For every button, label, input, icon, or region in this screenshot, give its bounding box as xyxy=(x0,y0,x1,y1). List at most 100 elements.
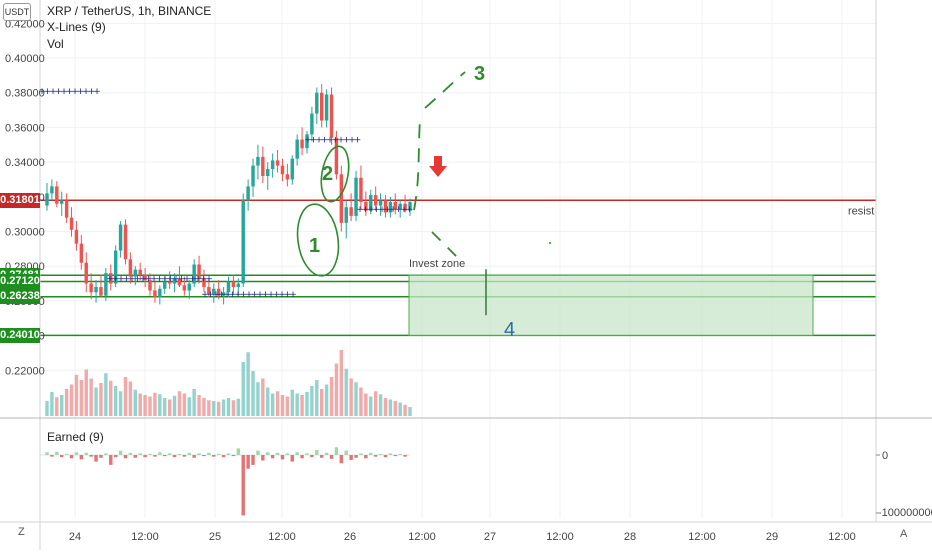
candle-body xyxy=(241,200,245,284)
down-arrow-icon xyxy=(429,156,447,177)
earned-bar xyxy=(310,455,314,458)
volume-bar xyxy=(369,396,373,416)
candle-body xyxy=(158,288,162,298)
candle-body xyxy=(128,259,133,277)
candle-body xyxy=(403,203,407,211)
volume-bar xyxy=(212,401,216,416)
earned-bar xyxy=(329,455,334,459)
candle-body xyxy=(378,200,383,206)
earned-bar xyxy=(378,453,383,455)
candle-body xyxy=(138,269,142,275)
x-line-marker: + xyxy=(194,274,202,284)
x-line-marker: + xyxy=(373,205,381,215)
volume-bar xyxy=(403,404,407,416)
candle-body xyxy=(295,139,299,159)
zoom-toggle[interactable]: Z xyxy=(18,526,25,538)
symbol-title[interactable]: XRP / TetherUS, 1h, BINANCE xyxy=(47,4,212,18)
candle-body xyxy=(246,186,250,201)
earned-bar xyxy=(79,455,84,460)
candle-body xyxy=(148,280,152,291)
candle-body xyxy=(324,94,329,121)
volume-bar xyxy=(398,402,402,416)
earned-bar xyxy=(339,455,344,464)
x-line-marker: + xyxy=(139,274,147,284)
volume-bar xyxy=(261,378,265,416)
currency-badge[interactable]: USDT xyxy=(3,3,31,21)
volume-bar xyxy=(45,401,49,416)
x-line-marker: + xyxy=(49,87,57,97)
wave-3-label: 3 xyxy=(474,63,485,85)
earned-bar xyxy=(123,455,128,459)
candle-body xyxy=(226,281,231,293)
candle-body xyxy=(192,264,196,284)
earned-bar xyxy=(221,455,226,458)
candle-body xyxy=(187,283,191,291)
earned-bar xyxy=(182,455,187,457)
candle-body xyxy=(354,177,358,216)
earned-bar xyxy=(202,455,206,457)
earned-bar xyxy=(305,453,309,455)
indicator-xlines[interactable]: X-Lines (9) xyxy=(47,20,106,34)
indicator-earned[interactable]: Earned (9) xyxy=(47,430,104,444)
x-line-marker: + xyxy=(337,136,345,146)
x-line-marker: + xyxy=(106,274,114,284)
x-line-marker: + xyxy=(304,136,312,146)
wave-4-label: 4 xyxy=(504,319,515,341)
volume-bar xyxy=(231,400,236,416)
x-line-marker: + xyxy=(356,205,364,215)
candle-body xyxy=(94,287,98,293)
auto-scale-toggle[interactable]: A xyxy=(900,528,908,540)
volume-bar xyxy=(192,389,196,416)
y-tick-label: 0.42000 xyxy=(5,18,45,30)
candle-body xyxy=(236,283,241,288)
volume-bar xyxy=(329,377,334,416)
x-line-marker: + xyxy=(172,274,180,284)
volume-bar xyxy=(50,392,54,416)
y-tick-label: 0.34000 xyxy=(5,157,45,169)
earned-bar xyxy=(319,455,324,458)
earned-tick-min: -100000000 xyxy=(878,507,932,519)
x-line-marker: + xyxy=(38,87,46,97)
earned-bar xyxy=(270,455,275,459)
earned-bar xyxy=(261,455,265,461)
candle-body xyxy=(388,202,393,213)
earned-bar xyxy=(275,452,280,455)
x-tick-label: 12:00 xyxy=(546,531,574,543)
candle-body xyxy=(133,269,138,277)
earned-bar xyxy=(94,455,98,462)
earned-bar xyxy=(69,455,74,459)
earned-bar xyxy=(163,455,167,457)
candle-body xyxy=(221,292,226,296)
volume-bar xyxy=(153,392,157,416)
volume-bar xyxy=(344,368,348,416)
earned-bars xyxy=(40,447,410,516)
x-line-marker: + xyxy=(77,87,85,97)
earned-bar xyxy=(369,452,373,455)
earned-bar xyxy=(334,447,339,455)
volume-bar xyxy=(388,399,393,416)
earned-bar xyxy=(398,453,402,455)
x-line-marker: + xyxy=(60,87,68,97)
earned-tick-zero: 0 xyxy=(882,450,888,462)
volume-bar xyxy=(148,396,152,416)
candle-body xyxy=(373,195,378,206)
price-badge-support-4: 0.24010 xyxy=(0,327,40,343)
earned-bar xyxy=(246,455,250,469)
x-line-marker: + xyxy=(117,274,125,284)
earned-bar xyxy=(231,455,236,457)
wave-2-label: 2 xyxy=(322,163,333,185)
earned-bar xyxy=(59,455,64,458)
y-tick-label: 0.22000 xyxy=(5,365,45,377)
candle-body xyxy=(408,202,412,211)
volume-bar xyxy=(143,395,147,416)
volume-bar xyxy=(167,399,172,416)
indicator-vol[interactable]: Vol xyxy=(47,37,64,51)
x-line-marker: + xyxy=(93,87,101,97)
volume-bar xyxy=(109,380,113,416)
earned-bar xyxy=(172,455,177,458)
candle-body xyxy=(319,92,324,121)
candle-body xyxy=(383,200,388,213)
volume-bar xyxy=(251,371,255,416)
x-line-marker: + xyxy=(223,290,231,300)
